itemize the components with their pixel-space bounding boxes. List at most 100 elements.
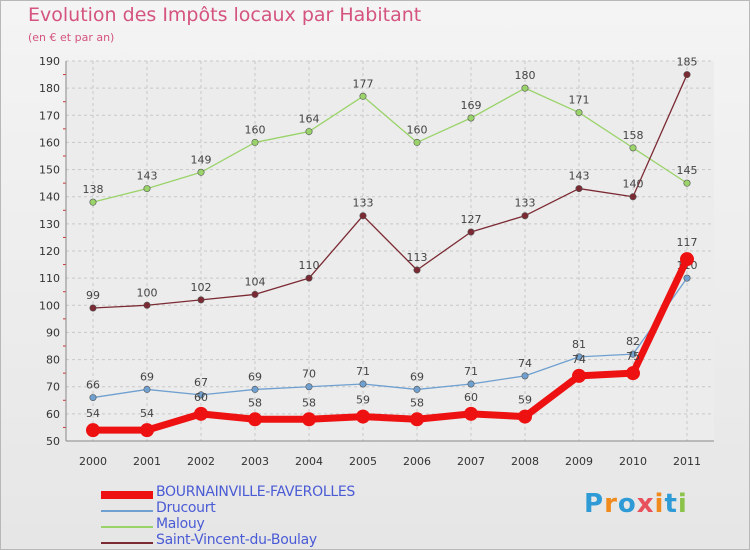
data-point	[467, 228, 475, 236]
proxiti-logo: Proxiti	[584, 489, 688, 519]
data-label: 138	[83, 183, 104, 196]
data-label: 160	[245, 123, 266, 136]
data-label: 100	[137, 286, 158, 299]
data-point	[305, 383, 313, 391]
data-label: 102	[191, 281, 212, 294]
data-point	[410, 412, 424, 427]
data-point	[467, 114, 475, 122]
x-tick-label: 2001	[133, 455, 161, 468]
legend-swatch	[101, 542, 153, 544]
data-point	[302, 412, 316, 427]
legend-swatch	[101, 526, 153, 528]
data-label: 59	[356, 394, 370, 407]
data-point	[194, 406, 208, 421]
y-tick-label: 140	[39, 191, 60, 204]
data-label: 140	[623, 178, 644, 191]
data-label: 113	[407, 251, 428, 264]
data-label: 69	[140, 370, 154, 383]
y-tick-label: 130	[39, 218, 60, 231]
logo-letter: o	[617, 489, 637, 519]
x-tick-label: 2007	[457, 455, 485, 468]
y-tick-label: 50	[46, 435, 60, 448]
x-tick-label: 2011	[673, 455, 701, 468]
y-tick-label: 190	[39, 55, 60, 68]
series-line	[93, 257, 691, 434]
data-point	[305, 274, 313, 282]
data-label: 145	[677, 164, 698, 177]
series-line	[92, 277, 688, 399]
data-label: 67	[194, 376, 208, 389]
data-label: 69	[248, 370, 262, 383]
data-point	[575, 185, 583, 193]
y-tick-label: 170	[39, 109, 60, 122]
x-tick-label: 2008	[511, 455, 539, 468]
x-tick-label: 2010	[619, 455, 647, 468]
data-point	[629, 350, 637, 358]
y-tick-label: 60	[46, 408, 60, 421]
data-point	[248, 412, 262, 427]
data-label: 104	[245, 275, 266, 288]
data-point	[140, 423, 154, 438]
data-point	[143, 301, 151, 309]
data-point	[575, 109, 583, 117]
data-label: 127	[461, 213, 482, 226]
data-point	[683, 71, 691, 79]
data-point	[86, 423, 100, 438]
series-line	[92, 74, 688, 309]
logo-letter: P	[584, 489, 605, 519]
data-point	[359, 212, 367, 220]
data-label: 54	[86, 407, 100, 420]
data-label: 58	[248, 396, 262, 409]
data-point	[521, 372, 529, 380]
data-label: 158	[623, 129, 644, 142]
data-point	[680, 252, 694, 267]
data-label: 82	[626, 335, 640, 348]
data-point	[464, 406, 478, 421]
data-point	[89, 304, 97, 312]
y-tick-label: 70	[46, 381, 60, 394]
data-label: 58	[302, 396, 316, 409]
legend-label: BOURNAINVILLE-FAVEROLLES	[156, 484, 355, 500]
y-tick-label: 110	[39, 272, 60, 285]
x-tick-label: 2006	[403, 455, 431, 468]
x-tick-label: 2009	[565, 455, 593, 468]
data-label: 99	[86, 289, 100, 302]
data-point	[197, 168, 205, 176]
y-tick-label: 150	[39, 164, 60, 177]
data-point	[575, 353, 583, 361]
data-point	[89, 394, 97, 402]
data-label: 71	[464, 365, 478, 378]
data-point	[197, 391, 205, 399]
data-label: 60	[464, 391, 478, 404]
data-point	[629, 144, 637, 152]
data-label: 149	[191, 153, 212, 166]
data-point	[305, 128, 313, 136]
data-label: 117	[677, 236, 698, 249]
y-tick-label: 100	[39, 299, 60, 312]
data-point	[629, 193, 637, 201]
series-line	[92, 87, 688, 203]
data-point	[413, 266, 421, 274]
x-tick-label: 2002	[187, 455, 215, 468]
data-point	[143, 185, 151, 193]
data-point	[683, 179, 691, 187]
data-label: 177	[353, 77, 374, 90]
data-label: 180	[515, 69, 536, 82]
data-label: 66	[86, 379, 100, 392]
data-point	[413, 138, 421, 146]
data-label: 169	[461, 99, 482, 112]
data-label: 143	[137, 170, 158, 183]
data-point	[251, 385, 259, 393]
x-tick-label: 2003	[241, 455, 269, 468]
data-point	[197, 296, 205, 304]
legend-swatch	[101, 510, 153, 512]
data-point	[683, 274, 691, 282]
data-label: 74	[518, 357, 532, 370]
data-point	[356, 409, 370, 424]
logo-letter: x	[636, 489, 655, 519]
data-point	[572, 368, 586, 383]
logo-letter: t	[664, 489, 678, 519]
legend-label: Saint-Vincent-du-Boulay	[156, 532, 317, 548]
